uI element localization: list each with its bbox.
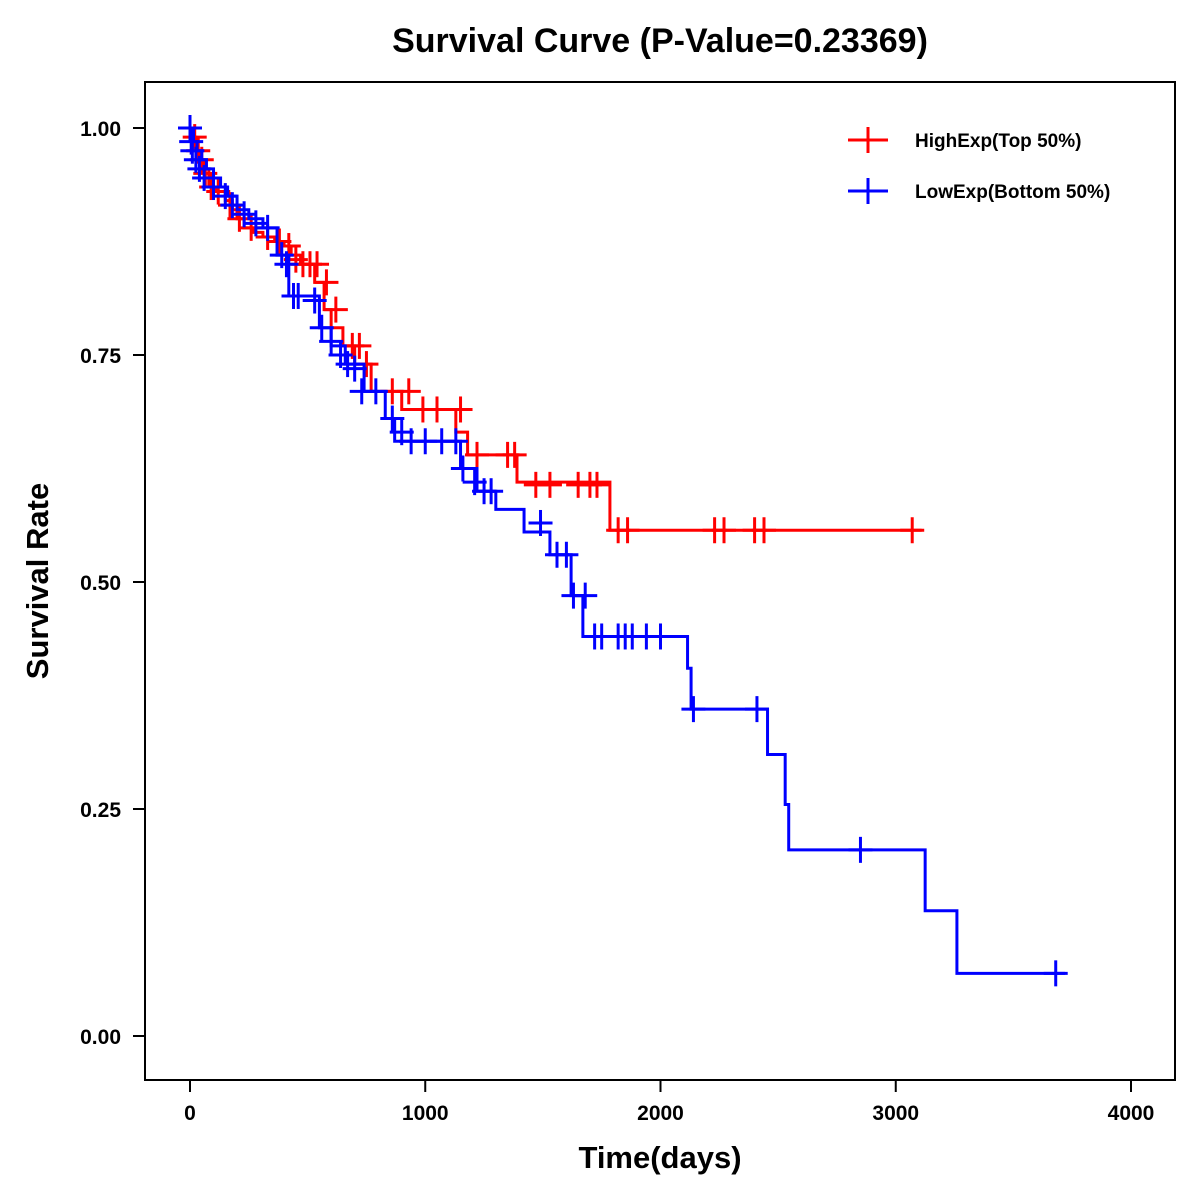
- censor-mark: [465, 441, 490, 468]
- x-tick-label: 3000: [872, 1102, 919, 1125]
- censor-mark: [305, 251, 330, 278]
- censor-mark: [752, 517, 777, 544]
- censor-mark: [396, 378, 421, 405]
- censor-mark: [648, 623, 673, 650]
- legend: HighExp(Top 50%) LowExp(Bottom 50%): [848, 127, 1110, 204]
- chart-title: Survival Curve (P-Value=0.23369): [392, 22, 928, 60]
- censor-mark: [573, 582, 598, 609]
- legend-label-highexp: HighExp(Top 50%): [915, 131, 1081, 152]
- censor-mark: [554, 541, 579, 568]
- censor-mark: [274, 251, 299, 278]
- censor-mark: [243, 210, 268, 237]
- censor-mark: [347, 332, 372, 359]
- censor-mark: [319, 328, 344, 355]
- censor-mark: [681, 696, 706, 723]
- survival-step-line: [190, 126, 922, 532]
- censor-mark: [615, 517, 640, 544]
- series-lowexp: [178, 115, 1068, 987]
- censor-mark: [342, 355, 367, 382]
- censor-mark: [286, 282, 311, 309]
- plot-border: [144, 81, 1176, 1081]
- y-tick-label: 0.00: [80, 1026, 121, 1049]
- censor-mark: [448, 396, 473, 423]
- x-tick-label: 2000: [637, 1102, 684, 1125]
- legend-item-lowexp: LowExp(Bottom 50%): [848, 178, 1110, 204]
- censor-mark: [744, 696, 769, 723]
- x-tick-label: 0: [184, 1102, 196, 1125]
- censor-mark: [425, 396, 450, 423]
- y-tick-label: 0.50: [80, 572, 121, 595]
- y-tick-label: 0.75: [80, 345, 121, 368]
- censor-mark: [502, 441, 527, 468]
- legend-label-lowexp: LowExp(Bottom 50%): [915, 182, 1110, 203]
- x-tick-label: 4000: [1108, 1102, 1155, 1125]
- censor-mark: [323, 296, 348, 323]
- censor-mark: [479, 478, 504, 505]
- censor-mark: [1043, 960, 1068, 987]
- censor-mark: [712, 517, 737, 544]
- x-axis-title: Time(days): [578, 1140, 741, 1175]
- x-axis-ticks: 0 1000 2000 3000 4000: [184, 1080, 1154, 1125]
- censor-mark: [255, 214, 280, 241]
- y-axis-title: Survival Rate: [20, 483, 55, 679]
- censor-mark: [309, 314, 334, 341]
- legend-item-highexp: HighExp(Top 50%): [848, 127, 1081, 153]
- censor-mark: [537, 471, 562, 498]
- y-tick-label: 1.00: [80, 118, 121, 141]
- censor-mark: [363, 378, 388, 405]
- censor-mark: [380, 405, 405, 432]
- series-layer: [178, 115, 1068, 987]
- censor-mark: [302, 287, 327, 314]
- censor-mark: [450, 455, 475, 482]
- censor-mark: [443, 428, 468, 455]
- y-tick-label: 0.25: [80, 799, 121, 822]
- x-tick-label: 1000: [402, 1102, 449, 1125]
- censor-mark: [314, 269, 339, 296]
- y-axis-ticks: 0.00 0.25 0.50 0.75 1.00: [80, 118, 145, 1049]
- censor-mark: [848, 836, 873, 863]
- censor-mark: [584, 471, 609, 498]
- censor-mark: [528, 509, 553, 536]
- censor-mark: [900, 517, 925, 544]
